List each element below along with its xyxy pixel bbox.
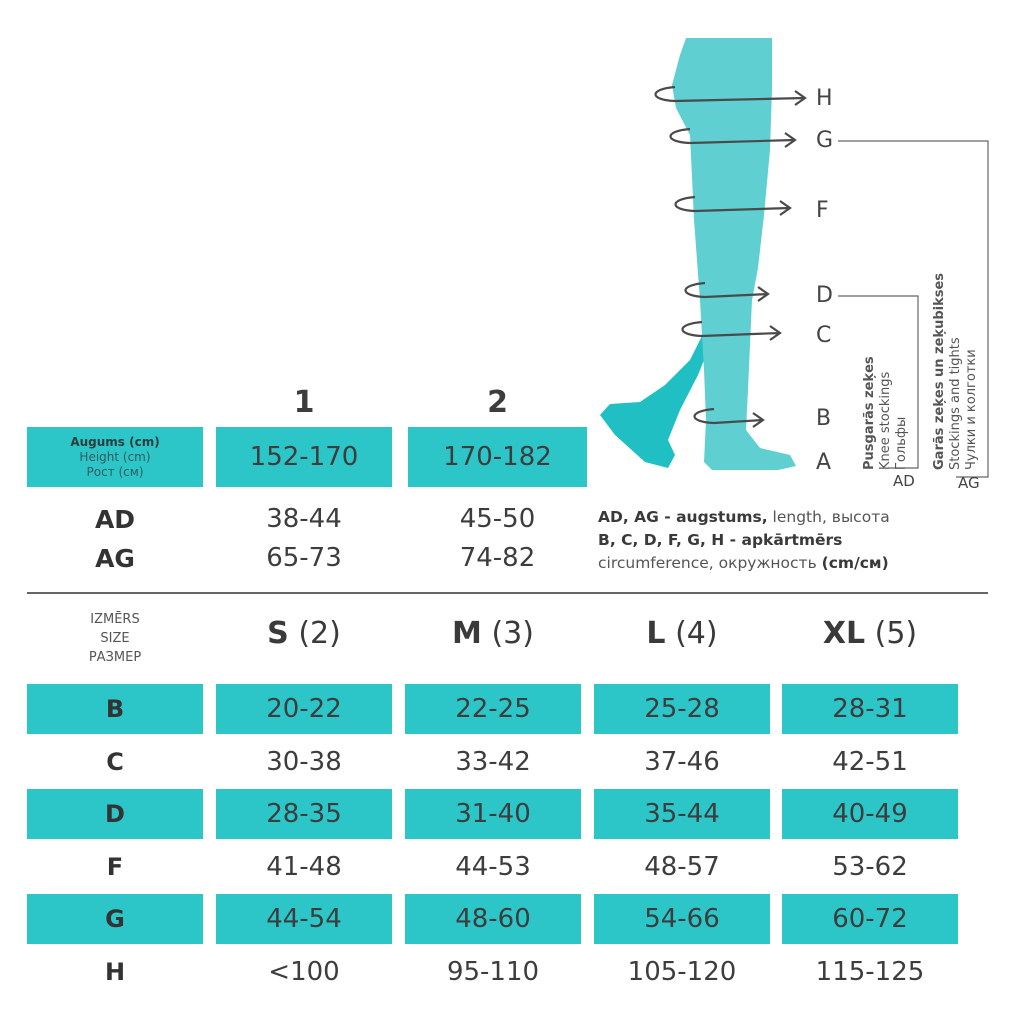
length-value: 74-82	[459, 543, 536, 573]
length-row-label: AG	[95, 543, 135, 573]
size-value: 22-25	[405, 684, 581, 734]
ag-label-lv: Garās zeķes un zeķubikses	[932, 272, 947, 470]
size-value: 31-40	[405, 789, 581, 839]
size-number: (3)	[491, 615, 534, 651]
legend-line1-bold: AD, AG - augstums,	[598, 508, 768, 526]
height-label-cell: Augums (cm) Height (cm) Рост (см)	[27, 427, 203, 487]
legend-line1-rest: length, высота	[767, 508, 890, 526]
size-value: 53-62	[832, 851, 908, 882]
measure-arrow-b	[693, 407, 765, 428]
height-value-1: 152-170	[216, 427, 392, 487]
ad-bracket-label: AD	[893, 472, 915, 490]
bracket-lines	[838, 140, 989, 478]
ag-label-en: Stockings and tights	[948, 337, 963, 470]
height-label-lv: Augums (cm)	[70, 434, 160, 449]
point-label-a: A	[816, 450, 832, 475]
point-label-b: B	[816, 406, 832, 431]
length-row-label: AD	[94, 504, 136, 534]
length-value: 65-73	[266, 543, 342, 573]
length-value: 38-44	[266, 504, 342, 534]
size-value: 30-38	[266, 746, 342, 777]
size-value: 28-35	[216, 789, 392, 839]
point-label-d: D	[816, 283, 833, 308]
size-row-label-b: B	[27, 684, 203, 734]
size-value: 25-28	[594, 684, 770, 734]
height-value-2: 170-182	[408, 427, 587, 487]
size-number: (5)	[874, 615, 918, 651]
measure-arrow-d	[684, 281, 770, 302]
size-row-label-g: G	[27, 894, 203, 944]
size-name: L	[646, 615, 666, 651]
size-value: 54-66	[594, 894, 770, 944]
size-value: 33-42	[455, 746, 531, 777]
legend-text: AD, AG - augstums, length, высота B, C, …	[598, 506, 890, 575]
size-value: 115-125	[815, 956, 925, 987]
legend-line2: B, C, D, F, G, H - apkārtmērs	[598, 531, 843, 549]
ag-bracket-label: AG	[958, 474, 980, 492]
ad-bracket-text: Pusgarās zeķes Knee stockings Гольфы	[862, 356, 910, 470]
ad-label-lv: Pusgarās zeķes	[862, 356, 877, 470]
size-header-l: L (4)	[594, 610, 770, 656]
size-value: <100	[268, 956, 340, 987]
point-label-f: F	[816, 198, 829, 223]
height-label-en: Height (cm)	[79, 449, 151, 464]
height-label-ru: Рост (см)	[86, 464, 144, 479]
size-label-en: SIZE	[100, 630, 130, 646]
size-value: 95-110	[446, 956, 540, 987]
measure-arrow-f	[674, 195, 792, 216]
size-value: 44-53	[455, 851, 531, 882]
size-label-cell: IZMĒRS SIZE РАЗМЕР	[27, 608, 203, 668]
ad-label-ru: Гольфы	[894, 416, 909, 470]
size-value: 48-60	[405, 894, 581, 944]
measure-arrow-g	[669, 127, 797, 148]
ag-label-ru: Чулки и колготки	[964, 349, 979, 470]
size-name: S	[267, 615, 289, 651]
size-name: XL	[822, 615, 866, 651]
size-value: 35-44	[594, 789, 770, 839]
size-header-xl: XL (5)	[782, 610, 958, 656]
size-value: 44-54	[216, 894, 392, 944]
column-header-2: 2	[487, 384, 508, 420]
size-row-label-f: F	[106, 852, 124, 881]
size-value: 37-46	[644, 746, 720, 777]
length-value: 45-50	[459, 504, 536, 534]
size-header-s: S (2)	[216, 610, 392, 656]
size-label-ru: РАЗМЕР	[88, 649, 142, 665]
size-name: M	[452, 615, 482, 651]
column-header-1: 1	[293, 384, 315, 420]
size-label-lv: IZMĒRS	[90, 611, 140, 627]
size-value: 40-49	[782, 789, 958, 839]
size-value: 60-72	[782, 894, 958, 944]
point-label-c: C	[816, 323, 832, 348]
ag-bracket-text: Garās zeķes un zeķubikses Stockings and …	[932, 273, 980, 470]
size-value: 41-48	[266, 851, 342, 882]
measure-arrow-c	[681, 320, 782, 341]
size-value: 42-51	[832, 746, 908, 777]
size-number: (2)	[298, 615, 341, 651]
legend-line3-rest: circumference, окружность	[598, 554, 822, 572]
point-label-h: H	[816, 86, 833, 111]
size-row-label-c: C	[106, 747, 124, 776]
divider	[27, 592, 988, 594]
size-row-label-h: H	[104, 957, 126, 986]
size-value: 20-22	[216, 684, 392, 734]
front-leg-shape	[672, 38, 796, 470]
size-header-m: M (3)	[405, 610, 581, 656]
point-label-g: G	[816, 128, 834, 153]
size-number: (4)	[675, 615, 718, 651]
size-row-label-d: D	[27, 789, 203, 839]
ad-label-en: Knee stockings	[878, 371, 893, 470]
back-leg-shape	[600, 215, 718, 468]
size-value: 105-120	[627, 956, 737, 987]
measure-arrow-h	[654, 85, 807, 106]
size-value: 48-57	[644, 851, 720, 882]
size-value: 28-31	[782, 684, 958, 734]
legend-line3-bold: (cm/см)	[821, 554, 889, 572]
